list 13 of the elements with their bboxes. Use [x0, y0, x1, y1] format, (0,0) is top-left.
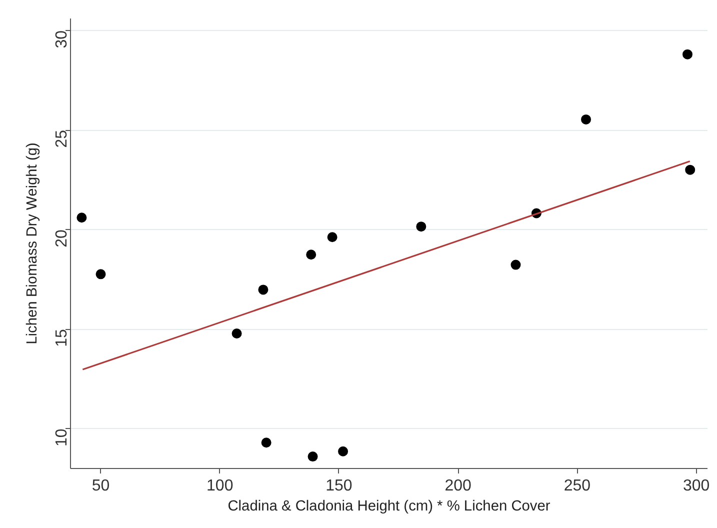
x-tick-label: 150 — [326, 478, 352, 494]
x-tick-label: 300 — [682, 478, 710, 494]
x-tick-label: 100 — [206, 478, 234, 494]
x-axis-title: Cladina & Cladonia Height (cm) * % Lichen Cover — [228, 498, 550, 514]
y-tick-label: 15 — [54, 329, 70, 347]
x-tick-label: 200 — [444, 478, 472, 494]
y-tick-label: 20 — [54, 229, 70, 248]
x-tick-label: 50 — [92, 478, 110, 494]
y-tick-label: 25 — [54, 130, 70, 148]
x-tick-label: 250 — [564, 478, 591, 494]
y-tick-label: 30 — [54, 30, 70, 48]
y-tick-label: 10 — [54, 428, 70, 446]
y-axis-title: Lichen Biomass Dry Weight (g) — [24, 142, 40, 344]
